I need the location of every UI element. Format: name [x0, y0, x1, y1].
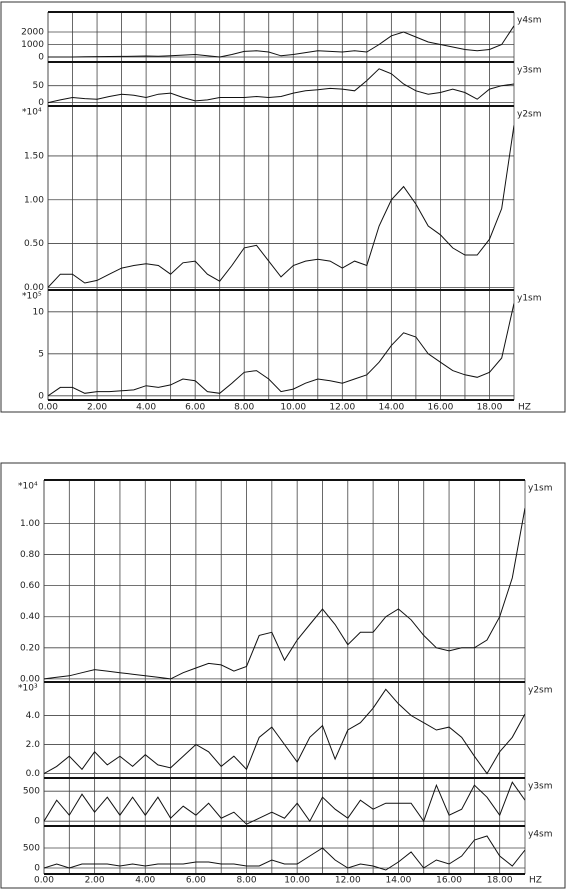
y-tick-label: 0.0: [26, 769, 41, 779]
x-tick-label: 16.00: [436, 876, 462, 886]
series-name: y1sm: [517, 294, 542, 304]
y-tick-label: 500: [23, 844, 40, 854]
y-tick-label: 10: [33, 307, 45, 317]
y-tick-label: 0: [34, 817, 40, 827]
x-tick-label: 14.00: [378, 403, 404, 413]
x-tick-label: 0.00: [38, 403, 58, 413]
y-tick-label: 1.00: [20, 519, 40, 529]
x-tick-label: 10.00: [284, 876, 310, 886]
y-tick-label: 0.80: [20, 550, 40, 560]
series-name: y2sm: [528, 686, 553, 696]
series-name: y1sm: [528, 484, 553, 494]
x-tick-label: 16.00: [428, 403, 454, 413]
x-tick-label: 2.00: [87, 403, 107, 413]
y-tick-label: 4.0: [26, 711, 41, 721]
y-tick-label: 1000: [21, 40, 44, 50]
x-tick-label: 6.00: [185, 403, 205, 413]
y-tick-label: 500: [23, 787, 40, 797]
y-tick-label: 0.20: [20, 643, 40, 653]
series-name: y2sm: [517, 110, 542, 120]
y-tick-label: 0: [38, 391, 44, 401]
y-tick-label: 0.00: [24, 283, 44, 293]
y-tick-label: 1.00: [24, 195, 44, 205]
x-unit-label: HZ: [518, 403, 531, 413]
scale-label: *10⁴: [22, 108, 42, 118]
y-tick-label: 1.50: [24, 151, 44, 161]
series-line: [44, 781, 525, 825]
x-tick-label: 14.00: [386, 876, 412, 886]
y-tick-label: 0.60: [20, 581, 40, 591]
scale-label: *10³: [18, 684, 38, 694]
series-line: [48, 25, 514, 58]
series-line: [48, 125, 514, 288]
series-name: y4sm: [517, 16, 542, 26]
series-name: y3sm: [517, 66, 542, 76]
x-tick-label: 6.00: [186, 876, 206, 886]
series-line: [48, 303, 514, 397]
y-tick-label: 5: [38, 349, 44, 359]
x-tick-label: 12.00: [329, 403, 355, 413]
scale-label: *10⁴: [18, 482, 38, 492]
figure-border: [0, 1, 566, 413]
scale-label: *10⁵: [22, 292, 42, 302]
x-tick-label: 18.00: [477, 403, 503, 413]
x-tick-label: 12.00: [335, 876, 361, 886]
y-tick-label: 2.0: [26, 740, 41, 750]
x-tick-label: 0.00: [34, 876, 54, 886]
series-name: y4sm: [528, 830, 553, 840]
x-tick-label: 8.00: [237, 876, 257, 886]
x-tick-label: 10.00: [280, 403, 306, 413]
x-tick-label: 8.00: [234, 403, 254, 413]
y-tick-label: 0: [38, 53, 44, 63]
series-line: [48, 68, 514, 104]
y-tick-label: 0.50: [24, 239, 44, 249]
series-line: [44, 688, 525, 775]
x-tick-label: 4.00: [135, 876, 155, 886]
y-tick-label: 50: [33, 81, 45, 91]
series-name: y3sm: [528, 782, 553, 792]
series-line: [44, 835, 525, 871]
x-tick-label: 2.00: [85, 876, 105, 886]
x-tick-label: 18.00: [487, 876, 513, 886]
y-tick-label: 0.00: [20, 674, 40, 684]
x-unit-label: HZ: [529, 876, 542, 886]
x-tick-label: 4.00: [136, 403, 156, 413]
series-line: [44, 507, 525, 680]
y-tick-label: 2000: [21, 28, 44, 38]
y-tick-label: 0: [34, 864, 40, 874]
y-tick-label: 0: [38, 98, 44, 108]
y-tick-label: 0.40: [20, 612, 40, 622]
figure-border: [0, 462, 566, 889]
